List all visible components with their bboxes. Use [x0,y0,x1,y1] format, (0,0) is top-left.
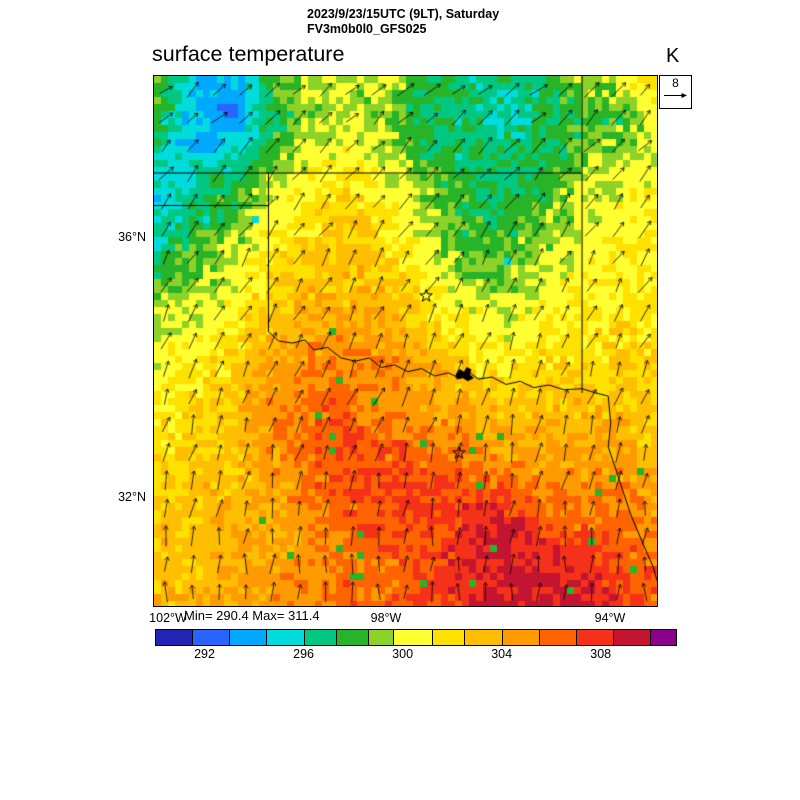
colorbar-tick-label: 296 [293,647,314,661]
model-id: FV3m0b0l0_GFS025 [307,22,427,36]
temperature-map-canvas [154,76,657,606]
colorbar-tick-label: 304 [491,647,513,661]
colorbar-tick-labels: 292 296 300 304 308 [155,647,675,663]
lon-label-98w: 98°W [370,611,402,625]
reference-vector-value: 8 [672,76,679,90]
lat-label-36n: 36°N [118,230,146,244]
colorbar-segment [651,630,676,645]
colorbar-segment [465,630,503,645]
colorbar-segment [193,630,231,645]
colorbar-segment [614,630,652,645]
lon-label-102w: 102°W [149,611,187,625]
lat-label-32n: 32°N [118,490,146,504]
plot-title: surface temperature [152,42,345,66]
minmax-label: Min= 290.4 Max= 311.4 [184,608,320,623]
colorbar-segment [230,630,268,645]
colorbar-tick-label: 300 [392,647,414,661]
colorbar-tick-label: 308 [590,647,612,661]
colorbar [155,629,677,646]
colorbar-segment [156,630,194,645]
map-frame [153,75,658,607]
reference-vector-box: 8 [659,75,692,109]
colorbar-segment [576,630,615,645]
colorbar-segment [304,630,337,645]
forecast-valid-time: 2023/9/23/15UTC (9LT), Saturday [307,7,500,21]
colorbar-segment [539,630,577,645]
reference-vector-arrow-icon [664,93,687,98]
colorbar-tick-label: 292 [194,647,215,661]
colorbar-segment [267,630,305,645]
colorbar-segment [502,630,540,645]
colorbar-segment [433,630,466,645]
colorbar-segment [368,630,394,645]
unit-label: K [666,45,680,67]
colorbar-segment [336,630,369,645]
colorbar-segment [393,630,434,645]
lon-label-94w: 94°W [594,611,626,625]
